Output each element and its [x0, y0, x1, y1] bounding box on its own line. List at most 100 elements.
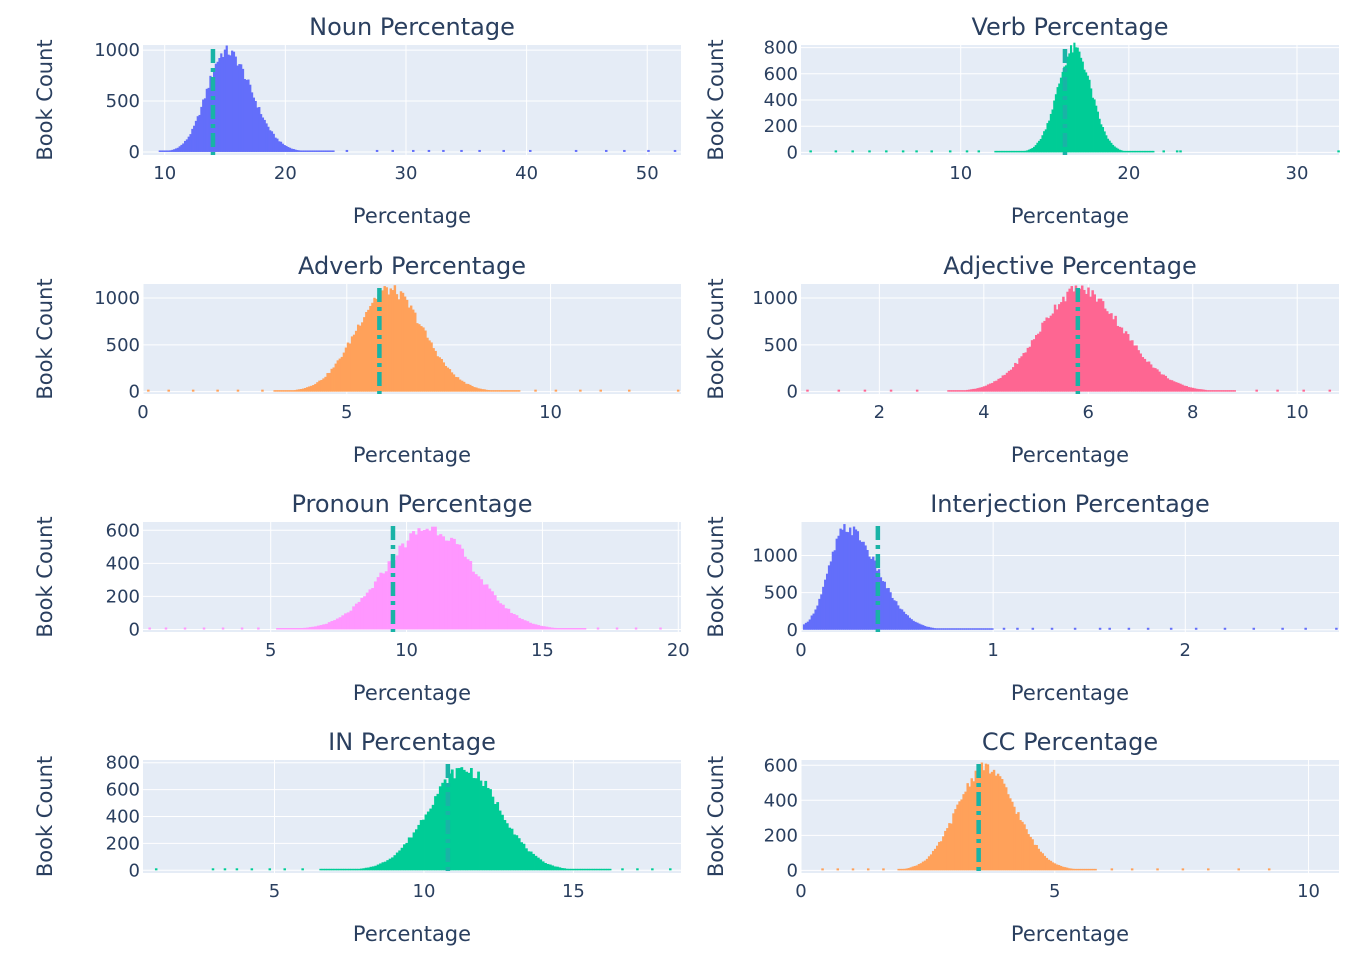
histogram-bar [1065, 867, 1069, 871]
histogram-bar [974, 388, 977, 392]
histogram-bar [328, 868, 332, 871]
histogram-bar [453, 778, 457, 871]
histogram-bar [420, 530, 424, 630]
x-tick-label: 20 [1117, 163, 1140, 184]
histogram-bar [972, 628, 975, 630]
histogram-bar [340, 868, 344, 871]
outlier-bin [977, 150, 981, 153]
outlier-bin [647, 149, 650, 152]
histogram-bar [267, 126, 270, 152]
histogram-bar [325, 623, 329, 630]
histogram-bar [1152, 367, 1155, 392]
histogram-bar [407, 307, 411, 392]
histogram-bar [1045, 317, 1048, 392]
histogram-bar [827, 565, 831, 630]
histogram-bar [429, 808, 433, 871]
outlier-bin [1175, 150, 1179, 153]
histogram-bar [1019, 150, 1022, 153]
histogram-bar [536, 857, 540, 871]
histogram-bar [849, 527, 852, 630]
histogram-bar [477, 576, 481, 630]
histogram-bar [1179, 383, 1182, 392]
histogram-bar [344, 613, 348, 630]
histogram-bar [918, 623, 921, 630]
histogram-bar [1097, 298, 1101, 392]
histogram-bar [479, 579, 484, 630]
histogram-bar [974, 770, 978, 871]
histogram-bar [489, 789, 492, 871]
histogram-bar [318, 380, 321, 392]
histogram-bar [389, 288, 393, 392]
histogram-bar [570, 868, 574, 871]
histogram-bar [1129, 340, 1132, 392]
histogram-bar [522, 843, 526, 871]
histogram-bar [553, 627, 557, 630]
histogram-bar [1081, 61, 1084, 153]
histogram-bar [314, 626, 318, 630]
histogram-bar [335, 618, 340, 630]
x-axis-label: Percentage [1011, 922, 1129, 946]
histogram-bar [933, 848, 937, 871]
histogram-bar [968, 628, 971, 630]
histogram-bar [381, 862, 385, 871]
histogram-bar [953, 390, 957, 392]
outlier-bin [651, 868, 654, 871]
histogram-bar [330, 150, 333, 152]
x-tick-label: 1 [987, 640, 998, 661]
histogram-bar [577, 628, 581, 630]
histogram-bar [501, 604, 505, 630]
histogram-bar [1085, 293, 1088, 392]
histogram-bar [417, 528, 421, 630]
histogram-bar [1004, 150, 1007, 153]
subplot-3: 0 5 10 0 500 1000 Adverb Percentage Percentage B… [33, 252, 681, 467]
outlier-bin [882, 868, 885, 871]
outlier-bin [1223, 627, 1227, 630]
histogram-bar [534, 855, 538, 871]
histogram-bar [591, 868, 595, 871]
histogram-bar [287, 628, 291, 630]
histogram-bar [428, 530, 432, 630]
histogram-bar [589, 868, 593, 871]
histogram-bar [346, 612, 350, 630]
histogram-bar [260, 114, 263, 152]
histogram-bar [382, 573, 386, 630]
histogram-bar [881, 581, 885, 630]
histogram-bar [966, 628, 969, 630]
outlier-bin [460, 149, 463, 152]
histogram-bar [1133, 150, 1136, 153]
histogram-bar [160, 150, 163, 152]
y-tick-label: 200 [764, 116, 798, 137]
outlier-bin [605, 149, 608, 152]
histogram-bar [962, 794, 965, 871]
histogram-bar [1072, 291, 1076, 392]
histogram-bar [1011, 801, 1014, 871]
histogram-bar [931, 627, 934, 630]
histogram-bar [276, 628, 280, 630]
histogram-bar [923, 860, 927, 871]
histogram-bar [941, 628, 944, 630]
histogram-bar [920, 624, 923, 630]
histogram-bar [1106, 311, 1109, 392]
histogram-bar [587, 868, 590, 871]
subplot-8: 0 5 10 0 200 400 600 CC Percentage Percentage Boo… [704, 728, 1339, 946]
histogram-bar [810, 615, 813, 630]
histogram-bar [1022, 150, 1026, 153]
histogram-bar [393, 855, 397, 871]
histogram-bar [972, 388, 975, 392]
histogram-bar [452, 374, 456, 392]
histogram-bar [422, 530, 426, 630]
histogram-bar [1017, 150, 1020, 153]
histogram-bar [1094, 868, 1097, 871]
y-tick-label: 500 [106, 91, 140, 112]
histogram-bar [403, 844, 406, 871]
x-tick-label: 30 [1286, 163, 1309, 184]
histogram-bar [515, 615, 519, 630]
histogram-bar [359, 868, 363, 871]
histogram-bar [416, 323, 419, 392]
x-tick-label: 2 [1180, 640, 1191, 661]
histogram-bar [1149, 150, 1152, 153]
histogram-bar [923, 626, 927, 630]
outlier-bin [1281, 627, 1284, 630]
histogram-bar [362, 868, 366, 871]
histogram-bar [999, 377, 1002, 392]
